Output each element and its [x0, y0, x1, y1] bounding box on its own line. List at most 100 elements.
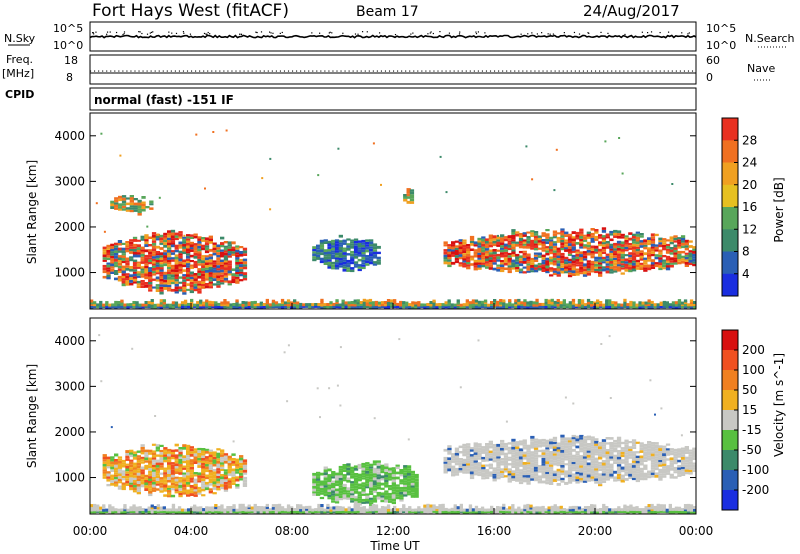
- ground-scatter-cell: [262, 508, 266, 512]
- echo-cell: [118, 195, 123, 199]
- echo-cell: [117, 487, 123, 490]
- echo-cell: [598, 468, 603, 471]
- echo-cell: [575, 451, 580, 454]
- ground-scatter-cell: [299, 302, 303, 306]
- nave-point: [376, 70, 378, 72]
- echo-cell: [598, 253, 603, 257]
- echo-cell: [239, 269, 244, 272]
- echo-cell: [492, 471, 497, 474]
- echo-cell: [136, 252, 141, 255]
- echo-cell: [571, 270, 576, 274]
- ground-scatter-cell: [393, 505, 397, 509]
- echo-cell: [609, 444, 614, 448]
- echo-cell: [186, 238, 191, 241]
- ground-scatter-cell: [320, 510, 324, 514]
- ground-scatter-cell: [456, 508, 460, 511]
- echo-cell: [174, 286, 179, 290]
- echo-cell: [182, 467, 187, 470]
- power-colorbar-tick-label: 20: [742, 178, 757, 192]
- echo-cell: [485, 445, 490, 449]
- echo-cell: [114, 255, 119, 259]
- echo-cell: [102, 270, 107, 274]
- echo-cell: [178, 253, 183, 256]
- echo-cell: [189, 266, 194, 269]
- echo-cell: [223, 272, 229, 276]
- echo-cell: [688, 449, 693, 452]
- echo-cell: [144, 449, 149, 453]
- echo-cell: [129, 256, 134, 259]
- echo-cell: [556, 475, 561, 479]
- echo-cell: [167, 249, 172, 253]
- echo-cell: [662, 475, 667, 478]
- echo-cell: [151, 462, 157, 465]
- echo-cell: [106, 484, 111, 487]
- echo-cell: [571, 478, 576, 482]
- nave-point: [150, 70, 152, 72]
- echo-cell: [605, 270, 610, 274]
- ground-scatter-cell: [150, 301, 154, 305]
- ground-scatter-cell: [377, 508, 382, 512]
- echo-cell: [688, 250, 693, 253]
- echo-cell: [174, 291, 179, 294]
- ground-scatter-cell: [641, 510, 645, 514]
- echo-cell: [473, 447, 478, 451]
- echo-cell: [515, 241, 520, 244]
- ground-scatter-cell: [253, 303, 257, 307]
- echo-cell: [564, 271, 569, 274]
- echo-cell: [545, 444, 550, 448]
- echo-cell: [132, 243, 138, 247]
- echo-cell: [590, 444, 595, 447]
- ground-scatter-cell: [202, 301, 206, 305]
- echo-cell: [477, 447, 482, 451]
- ground-scatter-cell: [320, 506, 324, 510]
- echo-cell: [231, 268, 236, 271]
- echo-cell: [331, 490, 336, 494]
- echo-cell: [110, 261, 115, 264]
- echo-cell: [365, 483, 370, 487]
- echo-cell: [673, 471, 678, 474]
- echo-cell: [443, 249, 448, 252]
- ground-scatter-cell: [590, 508, 594, 512]
- echo-cell: [492, 259, 497, 263]
- echo-cell: [369, 256, 374, 259]
- ground-scatter-cell: [271, 303, 276, 307]
- echo-cell: [163, 242, 168, 245]
- echo-cell: [530, 441, 535, 444]
- ground-scatter-cell: [108, 506, 112, 509]
- echo-cell: [361, 259, 366, 263]
- ground-scatter-cell: [562, 508, 566, 511]
- echo-cell: [443, 259, 448, 262]
- ground-scatter-cell: [317, 509, 321, 513]
- echo-cell: [496, 468, 501, 472]
- ground-scatter-cell: [365, 303, 369, 307]
- echo-cell: [575, 259, 580, 262]
- echo-cell: [223, 489, 229, 492]
- echo-cell: [631, 475, 637, 478]
- echo-cell: [140, 275, 145, 278]
- echo-cell: [350, 469, 355, 472]
- echo-cell: [654, 262, 659, 265]
- ground-scatter-cell: [596, 299, 600, 303]
- noise-search-point: [270, 32, 272, 34]
- echo-cell: [372, 473, 378, 476]
- echo-cell: [125, 478, 130, 481]
- echo-cell: [582, 468, 588, 471]
- ground-scatter-cell: [259, 510, 263, 514]
- echo-cell: [372, 251, 378, 255]
- echo-cell: [594, 468, 599, 471]
- echo-cell: [223, 245, 229, 248]
- echo-cell: [220, 242, 225, 245]
- echo-cell: [399, 489, 404, 492]
- echo-cell: [395, 471, 400, 475]
- ground-scatter-cell: [605, 305, 609, 309]
- ground-scatter-cell: [626, 303, 630, 307]
- echo-cell: [639, 460, 644, 463]
- ground-scatter-cell: [490, 507, 494, 511]
- echo-cell: [466, 453, 471, 456]
- echo-cell: [212, 484, 217, 487]
- nave-point: [671, 70, 673, 72]
- echo-cell: [643, 446, 648, 450]
- echo-cell: [159, 281, 164, 285]
- ground-scatter-cell: [605, 303, 609, 307]
- echo-cell: [170, 235, 176, 238]
